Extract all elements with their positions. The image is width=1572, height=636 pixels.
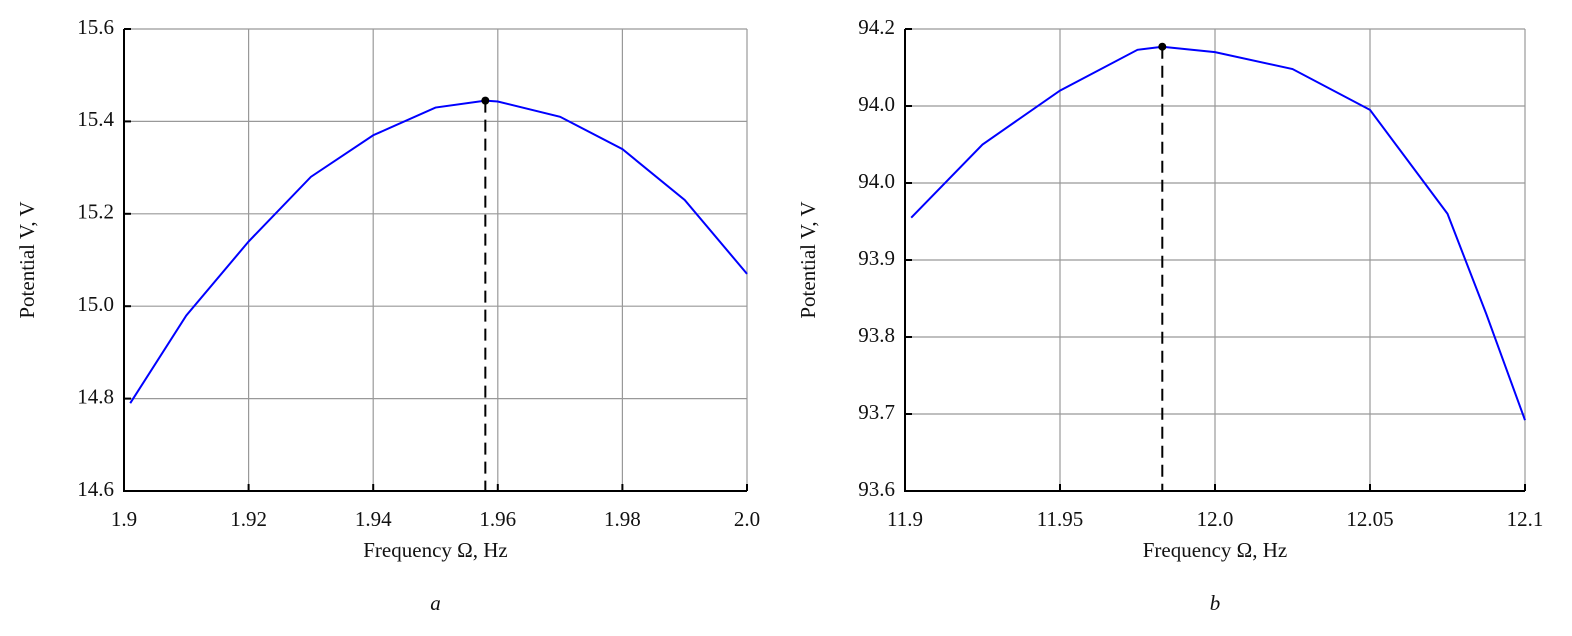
y-tick-label: 94.0 bbox=[858, 92, 895, 116]
x-tick-label: 12.0 bbox=[1197, 507, 1234, 531]
y-tick-label: 14.8 bbox=[77, 384, 114, 408]
x-tick-label: 2.0 bbox=[734, 507, 760, 531]
x-tick-label: 12.05 bbox=[1346, 507, 1393, 531]
curve bbox=[129, 99, 748, 404]
y-tick-label: 93.9 bbox=[858, 246, 895, 270]
y-tick-label: 93.6 bbox=[858, 477, 895, 501]
y-tick-label: 94.0 bbox=[858, 169, 895, 193]
y-tick-label: 93.8 bbox=[858, 323, 895, 347]
x-tick-label: 1.9 bbox=[111, 507, 137, 531]
x-tick-label: 1.94 bbox=[355, 507, 392, 531]
y-tick-label: 93.7 bbox=[858, 400, 895, 424]
curve bbox=[910, 45, 1526, 421]
x-tick-label: 11.9 bbox=[887, 507, 923, 531]
y-axis-label: Potential V, V bbox=[15, 201, 39, 318]
x-tick-label: 11.95 bbox=[1037, 507, 1083, 531]
x-tick-label: 12.1 bbox=[1507, 507, 1544, 531]
y-tick-label: 94.2 bbox=[858, 15, 895, 39]
panel-label: b bbox=[1210, 591, 1221, 615]
y-tick-label: 15.0 bbox=[77, 292, 114, 316]
panel-label: a bbox=[430, 591, 441, 615]
y-tick-label: 14.6 bbox=[77, 477, 114, 501]
peak-point bbox=[481, 96, 490, 105]
y-tick-label: 15.6 bbox=[77, 15, 114, 39]
y-tick-label: 15.2 bbox=[77, 200, 114, 224]
y-tick-label: 15.4 bbox=[77, 107, 114, 131]
y-axis-label: Potential V, V bbox=[796, 201, 820, 318]
x-axis-label: Frequency Ω, Hz bbox=[1143, 538, 1287, 562]
peak-point bbox=[1158, 42, 1167, 51]
axes bbox=[123, 29, 747, 492]
x-tick-label: 1.98 bbox=[604, 507, 641, 531]
x-axis-label: Frequency Ω, Hz bbox=[363, 538, 507, 562]
x-tick-label: 1.96 bbox=[479, 507, 516, 531]
x-tick-label: 1.92 bbox=[230, 507, 267, 531]
axes bbox=[904, 29, 1525, 492]
